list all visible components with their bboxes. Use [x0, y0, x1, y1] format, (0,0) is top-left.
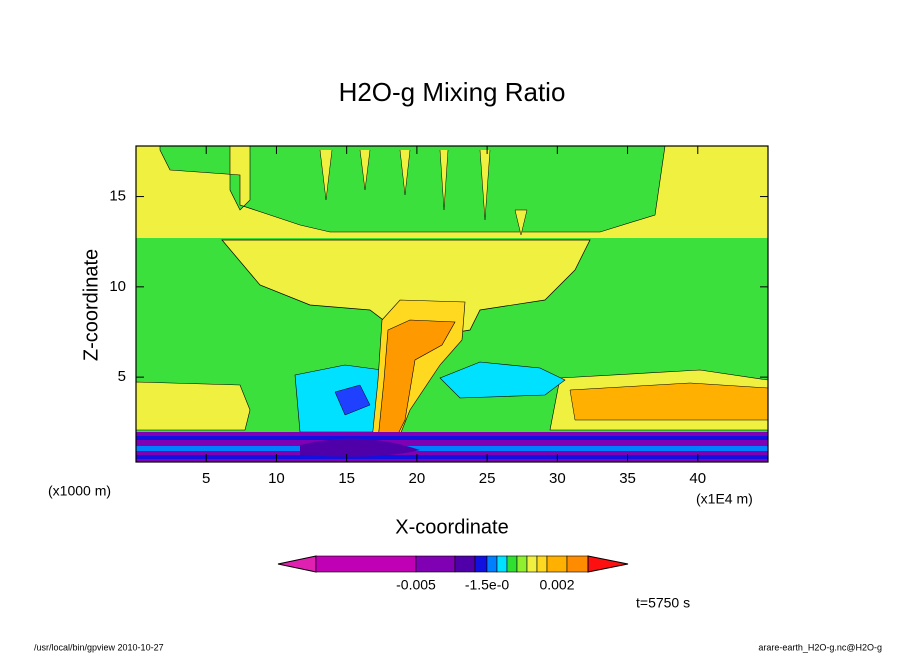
x-axis-label: X-coordinate [395, 516, 508, 538]
field-band [300, 438, 420, 457]
colorbar-segment [546, 555, 568, 573]
x-tick-label: 5 [202, 470, 210, 487]
y-tick-label: 10 [109, 278, 126, 295]
x-tick-label: 25 [479, 470, 496, 487]
time-label: t=5750 s [636, 595, 690, 611]
field-orange-low [569, 382, 769, 421]
x-tick-label: 40 [689, 470, 706, 487]
colorbar-segment [526, 555, 538, 573]
colorbar-label: -0.005 [396, 577, 436, 593]
colorbar-label: -1.5e-0 [465, 577, 510, 593]
x-tick-label: 10 [268, 470, 285, 487]
footer-left: /usr/local/bin/gpview 2010-10-27 [34, 642, 164, 652]
colorbar-segment [315, 555, 417, 573]
colorbar-segment [454, 555, 476, 573]
colorbar-segment [486, 555, 498, 573]
y-axis-label: Z-coordinate [80, 249, 102, 361]
colorbar-segment [506, 555, 518, 573]
y-tick-label: 5 [118, 368, 126, 385]
colorbar-segment [566, 555, 589, 573]
plot-frame [135, 145, 769, 463]
colorbar-high [587, 555, 629, 573]
footer-right: arare-earth_H2O-g.nc@H2O-g [758, 642, 882, 652]
field-band [136, 455, 768, 459]
colorbar-segment [536, 555, 548, 573]
x-scale: (x1E4 m) [696, 491, 753, 507]
x-tick-label: 30 [549, 470, 566, 487]
x-tick-label: 35 [619, 470, 636, 487]
field-blue [334, 384, 371, 416]
field-orange [377, 319, 456, 441]
chart-title: H2O-g Mixing Ratio [339, 77, 566, 107]
x-tick-label: 20 [409, 470, 426, 487]
colorbar-segment [496, 555, 508, 573]
y-tick-label: 15 [109, 188, 126, 205]
contour-field [135, 145, 769, 463]
field-fingers [319, 149, 528, 236]
field-band [136, 446, 768, 451]
field-band [136, 436, 768, 440]
colorbar-low [277, 555, 317, 573]
colorbar-segment [415, 555, 456, 573]
x-unit: (x1000 m) [48, 483, 111, 499]
colorbar-label: 0.002 [539, 577, 574, 593]
x-tick-label: 15 [338, 470, 355, 487]
colorbar-segment [474, 555, 488, 573]
field-anvil [221, 239, 591, 341]
colorbar-segment [516, 555, 528, 573]
